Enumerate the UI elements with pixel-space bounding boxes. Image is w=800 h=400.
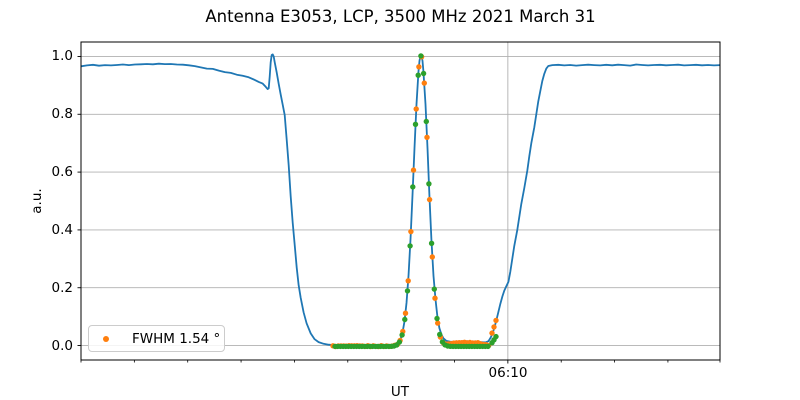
gaussian-fit-point bbox=[410, 184, 416, 190]
legend-label: FWHM 1.54 ° bbox=[132, 330, 221, 347]
gaussian-fit-point bbox=[426, 181, 432, 187]
gaussian-fit-point bbox=[428, 240, 435, 246]
scan-data-point bbox=[435, 320, 441, 326]
gaussian-fit-point bbox=[407, 243, 413, 249]
gaussian-fit-point bbox=[437, 331, 443, 338]
y-axis-label: a.u. bbox=[29, 188, 45, 214]
scan-data-point bbox=[408, 228, 414, 235]
scan-data-point bbox=[491, 324, 497, 330]
y-tick-label: 0.2 bbox=[51, 279, 73, 296]
gaussian-fit-point bbox=[415, 72, 421, 78]
gaussian-fit-point bbox=[418, 53, 424, 59]
gaussian-fit-point bbox=[402, 316, 408, 323]
scan-data-point bbox=[493, 317, 499, 324]
scan-data-point bbox=[429, 254, 435, 260]
gaussian-fit-point bbox=[404, 288, 411, 294]
scan-data-point bbox=[432, 295, 438, 301]
y-tick-label: 0.8 bbox=[51, 106, 73, 123]
scan-data-point bbox=[421, 80, 427, 86]
legend-marker-dot bbox=[103, 335, 109, 342]
chart-title: Antenna E3053, LCP, 3500 MHz 2021 March … bbox=[205, 7, 596, 26]
scan-data-point bbox=[410, 167, 417, 173]
x-axis-label: UT bbox=[390, 384, 410, 400]
scan-data-point bbox=[405, 278, 411, 284]
gaussian-fit-point bbox=[420, 70, 427, 77]
y-tick-label: 1.0 bbox=[51, 48, 73, 65]
scan-data-point bbox=[424, 134, 430, 140]
scan-data-point bbox=[489, 330, 495, 336]
y-tick-label: 0.6 bbox=[51, 164, 73, 181]
y-tick-label: 0.0 bbox=[51, 337, 73, 354]
gaussian-fit-point bbox=[412, 121, 419, 128]
gaussian-fit-point bbox=[485, 343, 491, 350]
gaussian-fit-point bbox=[399, 332, 405, 338]
axes-spines bbox=[80, 41, 721, 361]
scan-data-point bbox=[413, 106, 419, 112]
gaussian-fit-point bbox=[434, 315, 440, 322]
gaussian-fit-point bbox=[423, 118, 429, 125]
x-tick-label: 06:10 bbox=[488, 365, 528, 381]
gaussian-fit-point bbox=[493, 333, 499, 340]
signal-line bbox=[80, 53, 721, 347]
scan-data-point bbox=[426, 196, 433, 203]
scan-data-point bbox=[416, 64, 422, 70]
gaussian-fit-point bbox=[396, 339, 403, 345]
legend: FWHM 1.54 ° bbox=[88, 325, 225, 352]
scan-data-point bbox=[402, 310, 409, 316]
y-tick-label: 0.4 bbox=[51, 221, 73, 238]
gaussian-fit-point bbox=[431, 286, 437, 292]
